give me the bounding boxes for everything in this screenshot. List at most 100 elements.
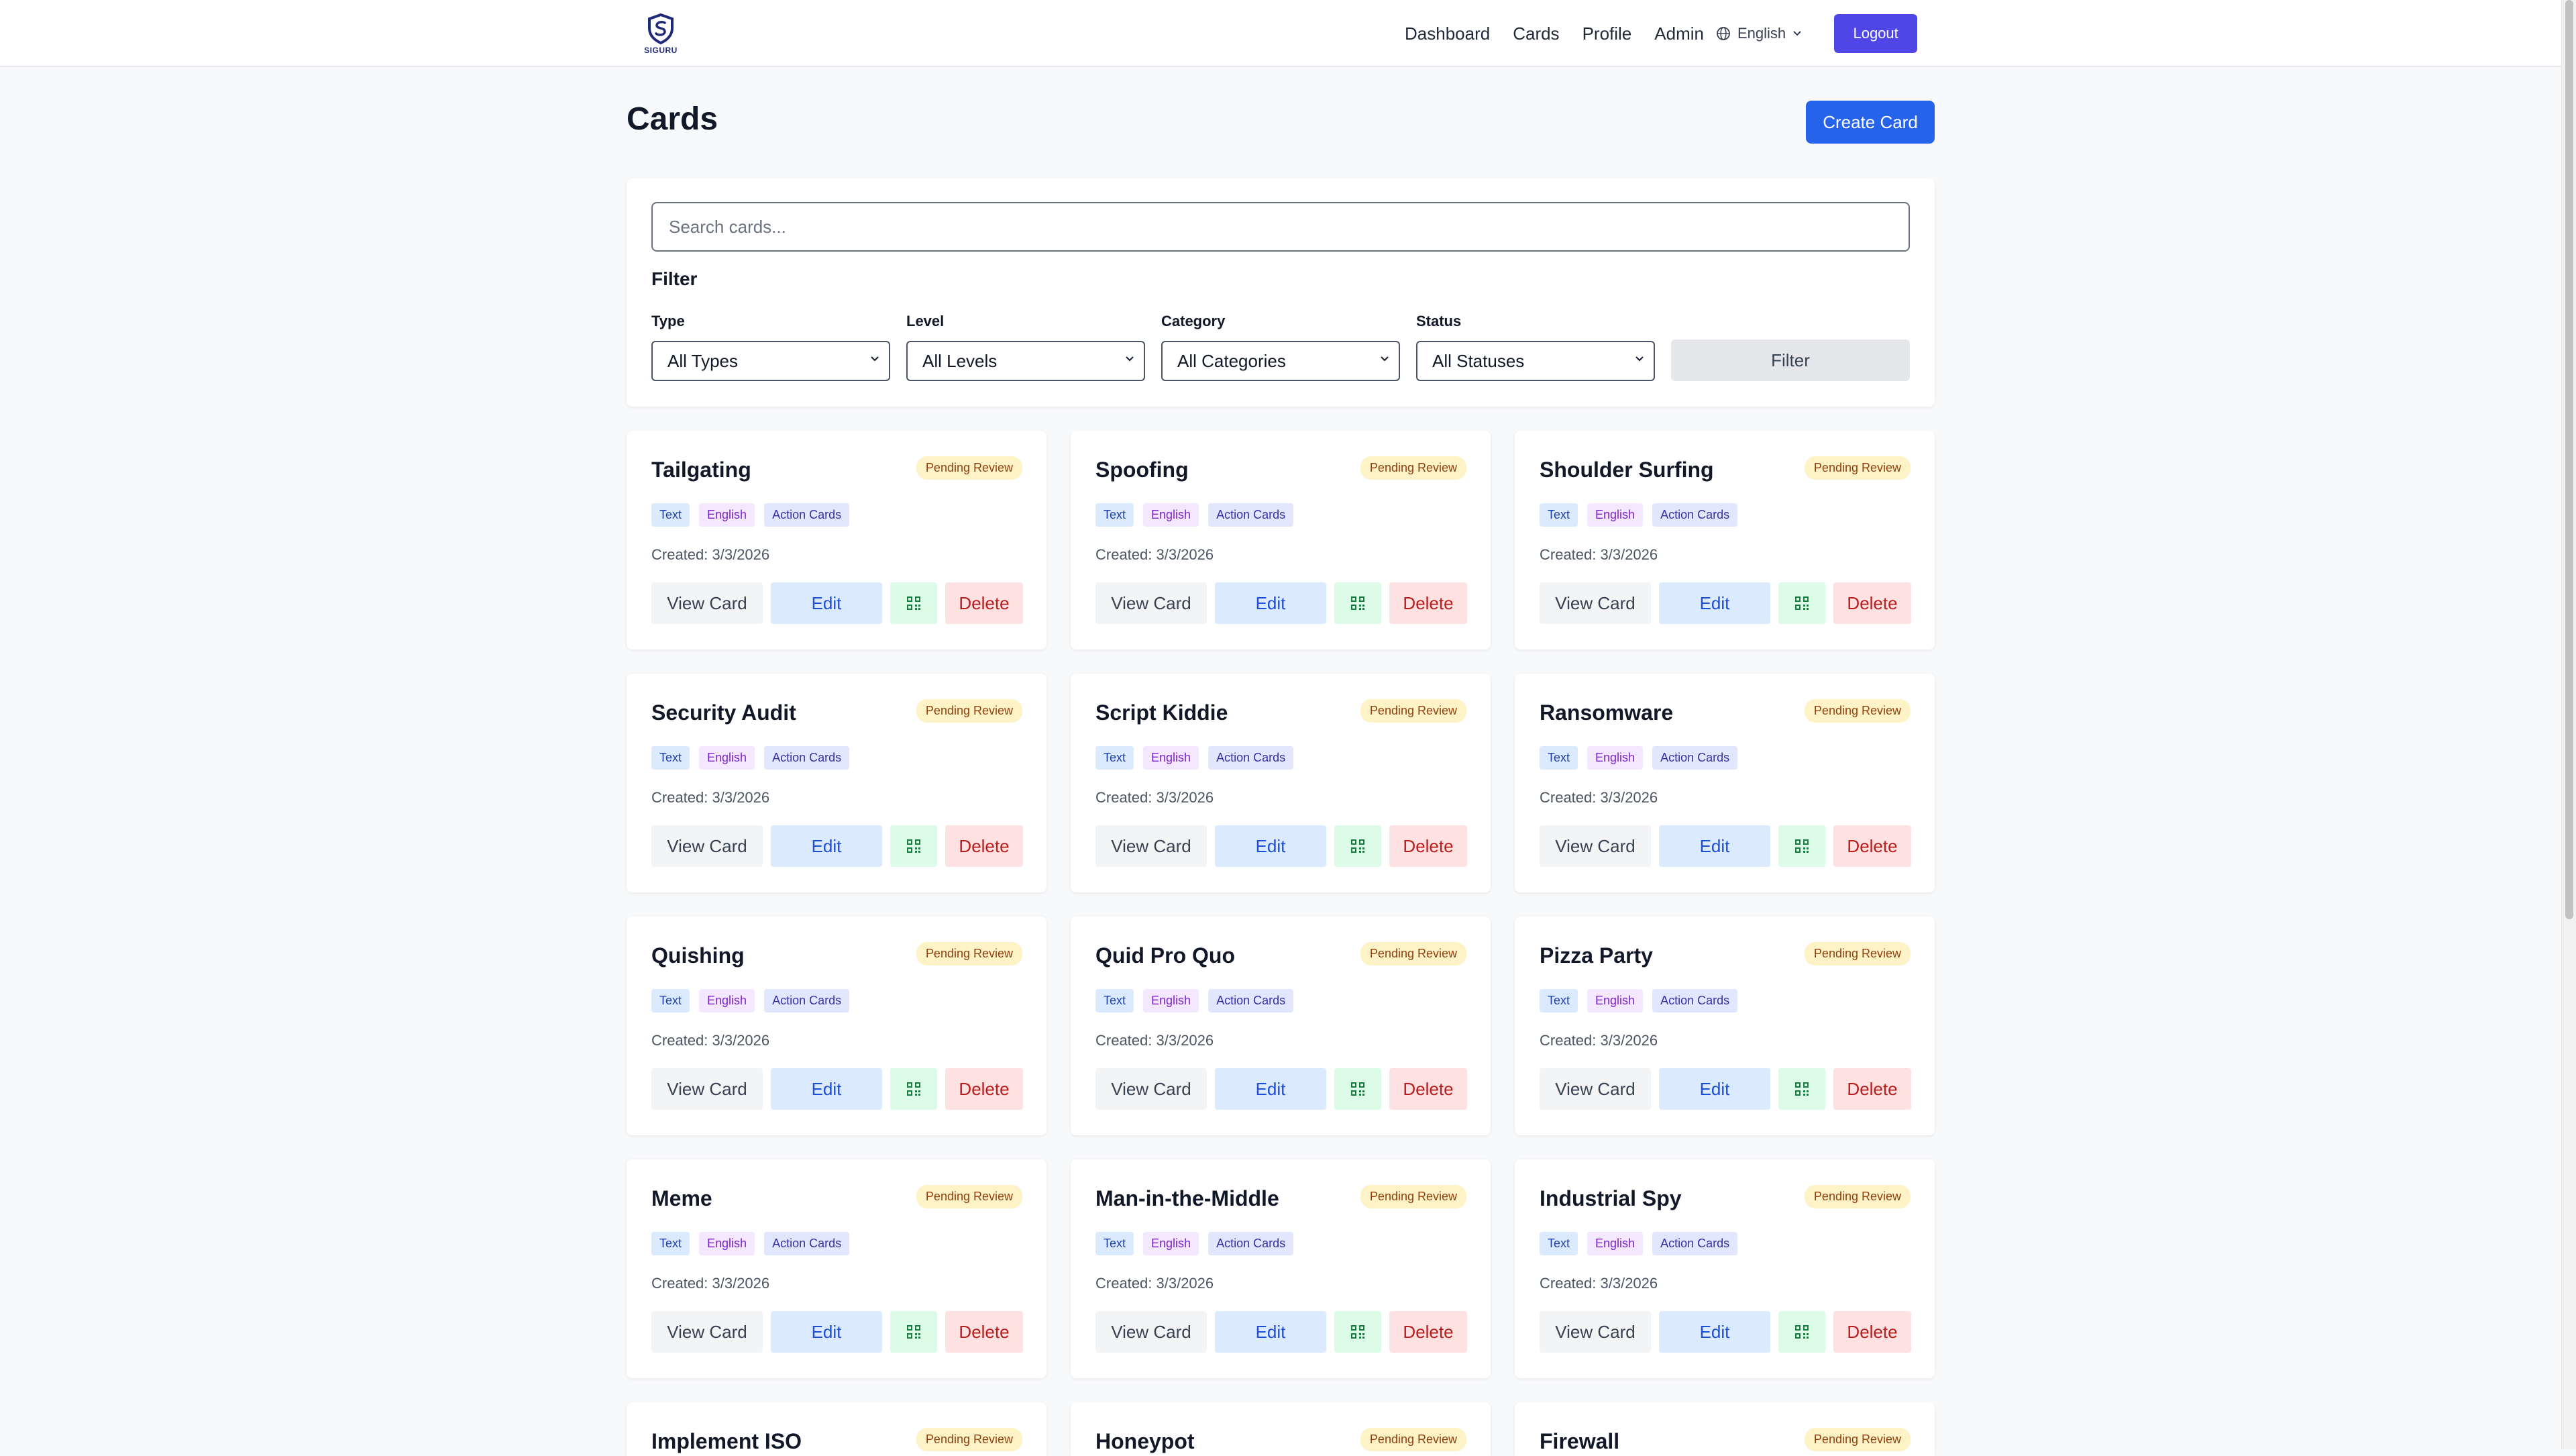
view-card-button[interactable]: View Card <box>1540 1068 1651 1110</box>
language-tag: English <box>1143 503 1199 527</box>
delete-button[interactable]: Delete <box>945 582 1023 624</box>
delete-button[interactable]: Delete <box>1833 1311 1911 1353</box>
card: Spoofing Pending Review Text English Act… <box>1071 431 1491 649</box>
category-tag: Action Cards <box>764 989 850 1012</box>
edit-button[interactable]: Edit <box>1659 582 1770 624</box>
type-tag: Text <box>1540 503 1578 527</box>
qr-code-icon <box>1351 1325 1364 1339</box>
category-tag: Action Cards <box>1652 1232 1738 1255</box>
card-title: Meme <box>651 1186 712 1210</box>
language-tag: English <box>1143 1232 1199 1255</box>
view-card-button[interactable]: View Card <box>1095 582 1207 624</box>
qr-code-icon <box>907 1325 920 1339</box>
card: Quishing Pending Review Text English Act… <box>627 917 1046 1135</box>
nav-admin[interactable]: Admin <box>1654 23 1704 44</box>
card-tags: Text English Action Cards <box>1540 989 1747 1012</box>
scrollbar-thumb[interactable] <box>2565 0 2573 919</box>
delete-button[interactable]: Delete <box>1389 582 1467 624</box>
edit-button[interactable]: Edit <box>1215 825 1326 867</box>
status-badge: Pending Review <box>1360 1185 1466 1208</box>
nav-dashboard[interactable]: Dashboard <box>1405 23 1491 44</box>
card-title: Shoulder Surfing <box>1540 458 1714 482</box>
view-card-button[interactable]: View Card <box>1095 825 1207 867</box>
qr-code-button[interactable] <box>1334 1068 1381 1110</box>
qr-code-button[interactable] <box>890 1068 937 1110</box>
filter-button[interactable]: Filter <box>1671 340 1910 381</box>
level-select[interactable]: All Levels <box>906 341 1145 381</box>
view-card-button[interactable]: View Card <box>651 825 763 867</box>
main-nav: Dashboard Cards Profile Admin English Lo… <box>1405 0 1918 67</box>
qr-code-icon <box>1795 839 1809 853</box>
language-tag: English <box>699 503 755 527</box>
delete-button[interactable]: Delete <box>1833 825 1911 867</box>
qr-code-button[interactable] <box>890 825 937 867</box>
delete-button[interactable]: Delete <box>1389 1311 1467 1353</box>
delete-button[interactable]: Delete <box>1389 825 1467 867</box>
card-tags: Text English Action Cards <box>1095 989 1303 1012</box>
create-card-button[interactable]: Create Card <box>1806 101 1935 144</box>
view-card-button[interactable]: View Card <box>651 1068 763 1110</box>
view-card-button[interactable]: View Card <box>1095 1068 1207 1110</box>
search-input[interactable] <box>651 202 1910 252</box>
edit-button[interactable]: Edit <box>1215 582 1326 624</box>
edit-button[interactable]: Edit <box>771 1068 882 1110</box>
edit-button[interactable]: Edit <box>1659 1068 1770 1110</box>
status-select[interactable]: All Statuses <box>1416 341 1655 381</box>
delete-button[interactable]: Delete <box>1389 1068 1467 1110</box>
qr-code-icon <box>1351 596 1364 610</box>
qr-code-button[interactable] <box>1778 1311 1825 1353</box>
qr-code-button[interactable] <box>1778 1068 1825 1110</box>
edit-button[interactable]: Edit <box>771 582 882 624</box>
category-label: Category <box>1161 313 1226 329</box>
card: Shoulder Surfing Pending Review Text Eng… <box>1515 431 1935 649</box>
type-tag: Text <box>1540 989 1578 1012</box>
type-select[interactable]: All Types <box>651 341 890 381</box>
view-card-button[interactable]: View Card <box>1540 1311 1651 1353</box>
delete-button[interactable]: Delete <box>945 1068 1023 1110</box>
chevron-down-icon <box>1126 356 1134 362</box>
edit-button[interactable]: Edit <box>1215 1068 1326 1110</box>
card-title: Quishing <box>651 943 745 968</box>
edit-button[interactable]: Edit <box>771 1311 882 1353</box>
view-card-button[interactable]: View Card <box>651 1311 763 1353</box>
nav-cards[interactable]: Cards <box>1513 23 1560 44</box>
card-title: Implement ISO <box>651 1429 802 1453</box>
category-tag: Action Cards <box>1208 503 1294 527</box>
view-card-button[interactable]: View Card <box>651 582 763 624</box>
card-actions: View Card Edit Delete <box>1540 1068 1911 1110</box>
edit-button[interactable]: Edit <box>771 825 882 867</box>
edit-button[interactable]: Edit <box>1659 825 1770 867</box>
qr-code-button[interactable] <box>1778 825 1825 867</box>
filter-heading: Filter <box>651 268 698 289</box>
qr-code-button[interactable] <box>890 582 937 624</box>
delete-button[interactable]: Delete <box>1833 1068 1911 1110</box>
card-tags: Text English Action Cards <box>1095 746 1303 770</box>
type-tag: Text <box>1095 1232 1134 1255</box>
delete-button[interactable]: Delete <box>945 1311 1023 1353</box>
edit-button[interactable]: Edit <box>1215 1311 1326 1353</box>
language-tag: English <box>699 989 755 1012</box>
nav-profile[interactable]: Profile <box>1582 23 1632 44</box>
view-card-button[interactable]: View Card <box>1540 825 1651 867</box>
qr-code-button[interactable] <box>1334 582 1381 624</box>
page-title: Cards <box>627 101 718 137</box>
page-scrollbar[interactable] <box>2561 0 2576 1449</box>
qr-code-button[interactable] <box>890 1311 937 1353</box>
view-card-button[interactable]: View Card <box>1540 582 1651 624</box>
top-navbar: SIGURU Dashboard Cards Profile Admin Eng… <box>0 0 2561 67</box>
category-select[interactable]: All Categories <box>1161 341 1400 381</box>
delete-button[interactable]: Delete <box>945 825 1023 867</box>
qr-code-button[interactable] <box>1334 1311 1381 1353</box>
delete-button[interactable]: Delete <box>1833 582 1911 624</box>
logout-button[interactable]: Logout <box>1834 14 1918 53</box>
created-date: Created: 3/3/2026 <box>1540 1032 1658 1049</box>
edit-button[interactable]: Edit <box>1659 1311 1770 1353</box>
created-date: Created: 3/3/2026 <box>651 789 770 806</box>
qr-code-button[interactable] <box>1778 582 1825 624</box>
language-selector[interactable]: English <box>1716 25 1809 42</box>
qr-code-button[interactable] <box>1334 825 1381 867</box>
siguru-logo[interactable]: SIGURU <box>643 13 679 55</box>
logo-wordmark: SIGURU <box>644 46 678 55</box>
view-card-button[interactable]: View Card <box>1095 1311 1207 1353</box>
qr-code-icon <box>1795 596 1809 610</box>
